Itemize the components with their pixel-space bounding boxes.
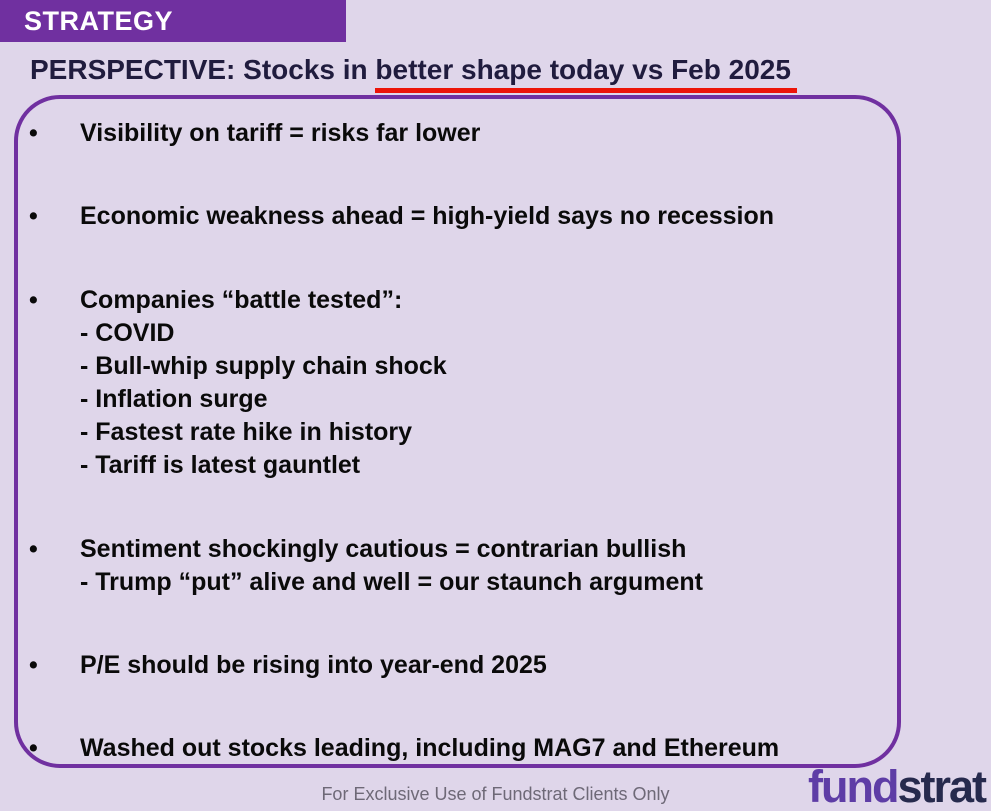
- bullet-item: • Companies “battle tested”: - COVID - B…: [18, 284, 897, 482]
- bullet-subline: - Inflation surge: [80, 385, 268, 413]
- bullet-item: • Sentiment shockingly cautious = contra…: [18, 533, 897, 599]
- bullet-subline: - Bull-whip supply chain shock: [80, 352, 447, 380]
- title-underlined-text: better shape today vs Feb 2025: [375, 54, 797, 93]
- fundstrat-logo: fundstrat: [808, 761, 987, 811]
- bullet-subline: - COVID: [80, 319, 175, 347]
- bullet-dot: •: [29, 734, 38, 762]
- bullet-dot: •: [29, 651, 38, 679]
- bullet-dot: •: [29, 535, 38, 563]
- fundstrat-logo-strat: strat: [897, 761, 987, 811]
- bullet-subline: - Tariff is latest gauntlet: [80, 451, 361, 479]
- title-plain-text: PERSPECTIVE: Stocks in: [30, 54, 376, 85]
- strategy-header-bar: STRATEGY: [0, 0, 346, 42]
- page-title: PERSPECTIVE: Stocks in better shape toda…: [30, 53, 797, 93]
- bullet-dot: •: [29, 202, 38, 230]
- bullet-line: Visibility on tariff = risks far lower: [80, 119, 481, 147]
- bullet-item: • Visibility on tariff = risks far lower: [18, 117, 897, 150]
- perspective-box: • Visibility on tariff = risks far lower…: [14, 95, 901, 768]
- bullet-dot: •: [29, 119, 38, 147]
- bullet-line: P/E should be rising into year-end 2025: [80, 651, 547, 679]
- strategy-label: STRATEGY: [24, 6, 174, 36]
- bullet-dot: •: [29, 286, 38, 314]
- bullet-line: Companies “battle tested”:: [80, 286, 403, 314]
- bullet-line: Economic weakness ahead = high-yield say…: [80, 202, 775, 230]
- bullet-line: Washed out stocks leading, including MAG…: [80, 734, 780, 762]
- bullet-subline: - Trump “put” alive and well = our staun…: [80, 568, 704, 596]
- bullet-item: • P/E should be rising into year-end 202…: [18, 649, 897, 682]
- fundstrat-logo-fund: fund: [808, 761, 899, 811]
- disclaimer-text: For Exclusive Use of Fundstrat Clients O…: [321, 784, 670, 804]
- bullet-item: • Washed out stocks leading, including M…: [18, 732, 897, 765]
- bullet-item: • Economic weakness ahead = high-yield s…: [18, 200, 897, 233]
- bullet-subline: - Fastest rate hike in history: [80, 418, 413, 446]
- bullet-line: Sentiment shockingly cautious = contrari…: [80, 535, 687, 563]
